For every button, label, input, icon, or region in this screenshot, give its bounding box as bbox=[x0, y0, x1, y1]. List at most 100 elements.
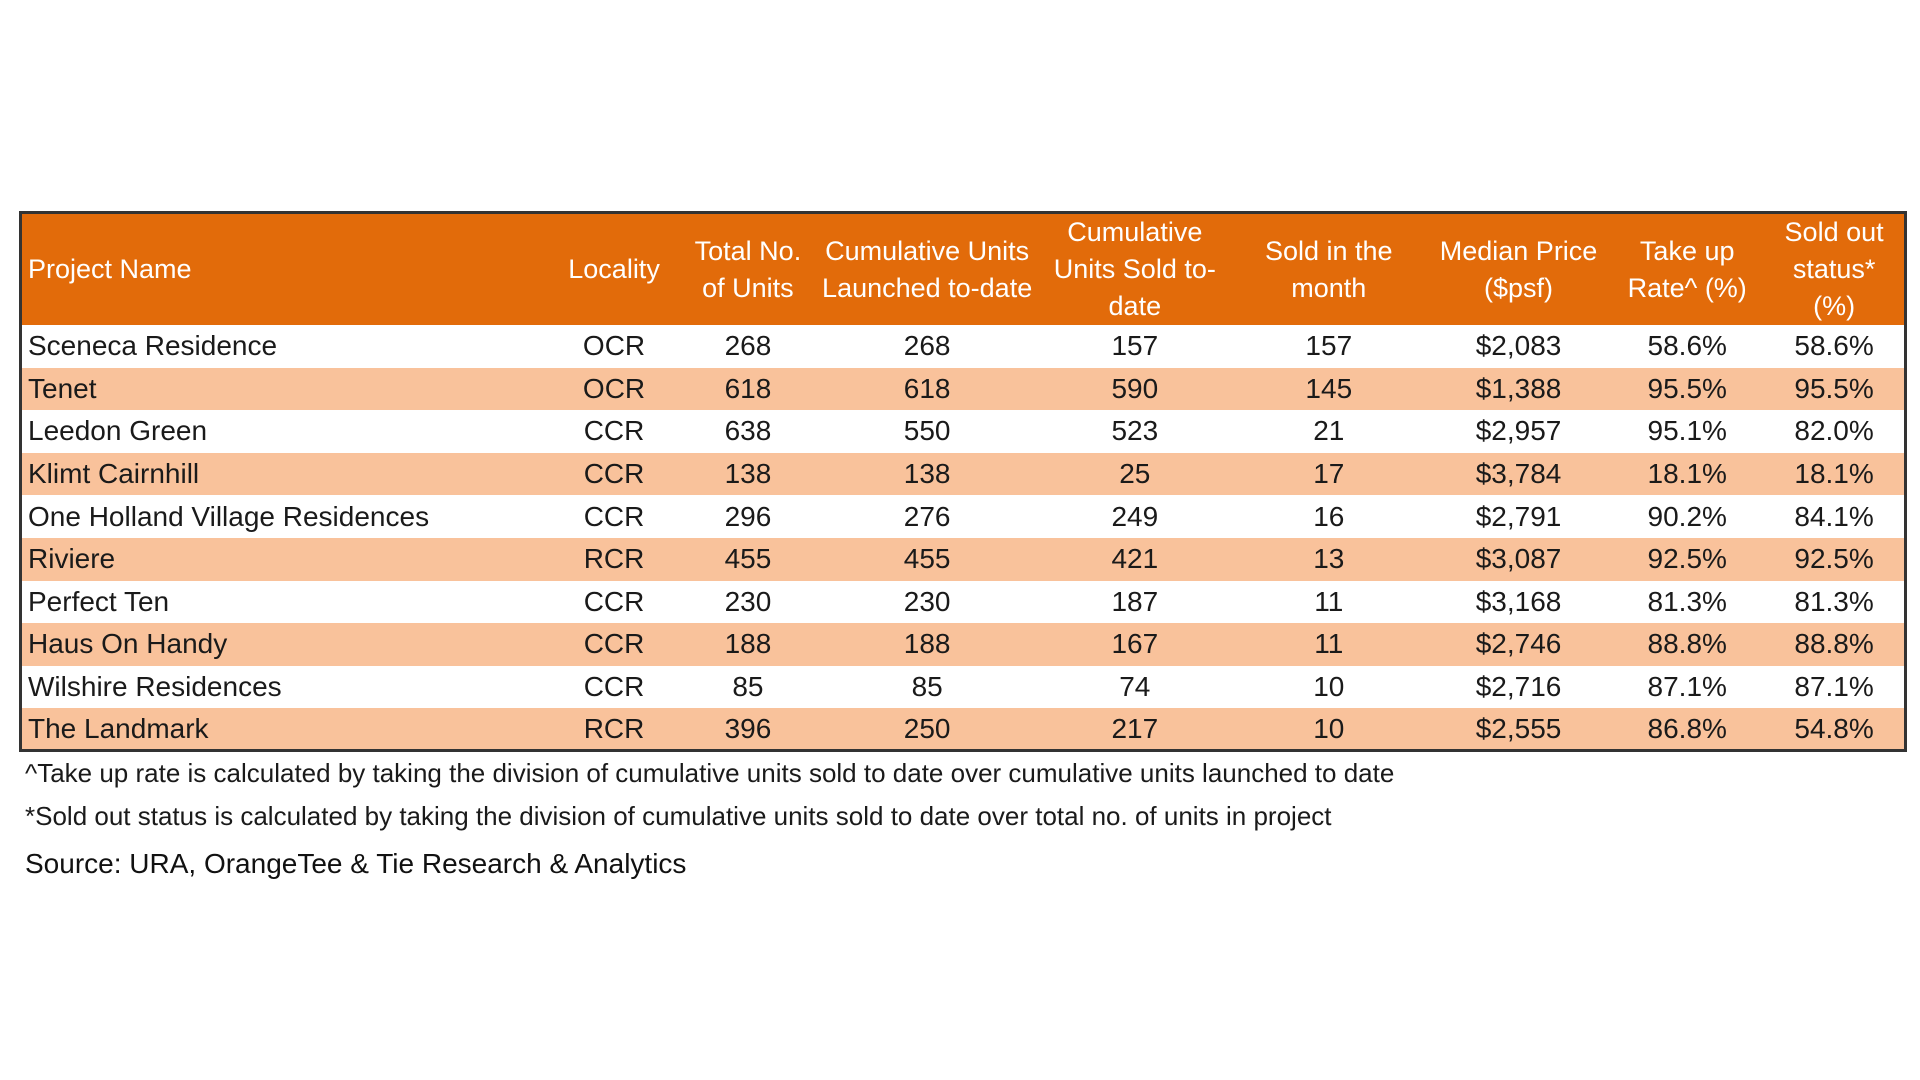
sold-out-status-cell: 58.6% bbox=[1794, 330, 1874, 362]
project-name-cell: The Landmark bbox=[28, 712, 209, 744]
units-launched-cell: 268 bbox=[903, 330, 951, 362]
median-price-cell: $2,957 bbox=[1475, 415, 1562, 447]
sold-out-status-cell: 84.1% bbox=[1794, 500, 1874, 532]
project-name-cell: One Holland Village Residences bbox=[28, 500, 430, 532]
median-price-cell: $3,168 bbox=[1475, 585, 1562, 617]
total-units-cell: 455 bbox=[724, 543, 772, 575]
locality-cell: OCR bbox=[582, 372, 646, 404]
take-up-rate-cell: 87.1% bbox=[1647, 671, 1727, 703]
median-price-cell: $2,746 bbox=[1475, 628, 1562, 660]
table-row: Perfect Ten CCR 230 230 187 11 $3,168 81.3% 81.3… bbox=[20, 580, 1906, 624]
sold-out-status-cell: 54.8% bbox=[1794, 712, 1874, 744]
median-price-cell: $2,791 bbox=[1475, 500, 1562, 532]
take-up-rate-cell: 95.1% bbox=[1647, 415, 1727, 447]
median-price-cell: $2,716 bbox=[1475, 671, 1562, 703]
locality-cell: CCR bbox=[583, 585, 645, 617]
locality-cell: CCR bbox=[583, 628, 645, 660]
units-sold-cell: 167 bbox=[1111, 628, 1159, 660]
header-sold-in-month: Sold in the month bbox=[1264, 235, 1393, 303]
table-row: Wilshire Residences CCR 85 85 74 10 $2,716 87.1… bbox=[20, 665, 1906, 709]
project-name-cell: Tenet bbox=[28, 372, 97, 404]
table-row: Sceneca Residence OCR 268 268 157 157 $2,083 58… bbox=[20, 325, 1906, 368]
locality-cell: RCR bbox=[583, 712, 645, 744]
table-row: One Holland Village Residences CCR 296 276 2… bbox=[20, 495, 1906, 538]
project-name-cell: Leedon Green bbox=[28, 415, 208, 447]
units-launched-cell: 250 bbox=[903, 712, 951, 744]
header-locality: Locality bbox=[568, 254, 660, 284]
units-sold-cell: 74 bbox=[1119, 671, 1151, 703]
median-price-cell: $3,087 bbox=[1475, 543, 1562, 575]
table-row: The Landmark RCR 396 250 217 10 $2,555 86.8% 54.… bbox=[20, 708, 1906, 751]
units-sold-cell: 421 bbox=[1111, 543, 1159, 575]
header-units-sold: Cumulative Units Sold to-date bbox=[1053, 217, 1216, 321]
sold-out-status-cell: 92.5% bbox=[1794, 543, 1874, 575]
sold-out-status-cell: 88.8% bbox=[1794, 628, 1874, 660]
table-row: Haus On Handy CCR 188 188 167 11 $2,746 88.8% 88… bbox=[20, 623, 1906, 666]
units-launched-cell: 230 bbox=[903, 585, 951, 617]
locality-cell: CCR bbox=[583, 671, 645, 703]
header-median-price: Median Price ($psf) bbox=[1439, 235, 1598, 303]
total-units-cell: 188 bbox=[724, 628, 772, 660]
table-row: Klimt Cairnhill CCR 138 138 25 17 $3,784 18.1% 1… bbox=[20, 452, 1906, 496]
sold-in-month-cell: 21 bbox=[1313, 415, 1345, 447]
locality-cell: CCR bbox=[583, 458, 645, 490]
take-up-rate-cell: 86.8% bbox=[1647, 712, 1727, 744]
units-sold-cell: 25 bbox=[1119, 458, 1151, 490]
table-row: Riviere RCR 455 455 421 13 $3,087 92.5% 92.5% bbox=[20, 537, 1906, 581]
total-units-cell: 85 bbox=[732, 671, 764, 703]
units-launched-cell: 138 bbox=[903, 458, 951, 490]
units-launched-cell: 188 bbox=[903, 628, 951, 660]
take-up-rate-cell: 90.2% bbox=[1647, 500, 1727, 532]
header-units-launched: Cumulative Units Launched to-date bbox=[822, 235, 1033, 303]
sold-in-month-cell: 10 bbox=[1313, 671, 1345, 703]
table-body: Sceneca Residence OCR 268 268 157 157 $2,083 58… bbox=[20, 325, 1906, 751]
table-row: Leedon Green CCR 638 550 523 21 $2,957 95.1% 82.… bbox=[20, 410, 1906, 453]
units-sold-cell: 187 bbox=[1111, 585, 1159, 617]
units-launched-cell: 276 bbox=[903, 500, 951, 532]
units-sold-cell: 157 bbox=[1111, 330, 1159, 362]
total-units-cell: 396 bbox=[724, 712, 772, 744]
sold-in-month-cell: 157 bbox=[1305, 330, 1353, 362]
sold-in-month-cell: 13 bbox=[1313, 543, 1345, 575]
total-units-cell: 138 bbox=[724, 458, 772, 490]
units-launched-cell: 550 bbox=[903, 415, 951, 447]
project-name-cell: Perfect Ten bbox=[28, 585, 170, 617]
sold-in-month-cell: 10 bbox=[1313, 712, 1345, 744]
take-up-rate-cell: 88.8% bbox=[1647, 628, 1727, 660]
total-units-cell: 638 bbox=[724, 415, 772, 447]
project-name-cell: Klimt Cairnhill bbox=[28, 458, 200, 490]
sold-out-status-note: *Sold out status is calculated by taking… bbox=[25, 801, 1332, 832]
sold-out-status-cell: 18.1% bbox=[1794, 458, 1874, 490]
project-name-cell: Sceneca Residence bbox=[28, 330, 278, 362]
units-sold-cell: 523 bbox=[1111, 415, 1159, 447]
sold-out-status-cell: 95.5% bbox=[1794, 372, 1874, 404]
units-sold-cell: 217 bbox=[1111, 712, 1159, 744]
locality-cell: OCR bbox=[582, 330, 646, 362]
project-name-cell: Haus On Handy bbox=[28, 628, 228, 660]
table-container: Project Name Locality Total No. of Units… bbox=[19, 211, 1907, 880]
sold-in-month-cell: 145 bbox=[1305, 372, 1353, 404]
total-units-cell: 296 bbox=[724, 500, 772, 532]
take-up-rate-cell: 58.6% bbox=[1647, 330, 1727, 362]
sold-out-status-cell: 87.1% bbox=[1794, 671, 1874, 703]
take-up-rate-cell: 18.1% bbox=[1647, 458, 1727, 490]
header-take-up-rate: Take up Rate^ (%) bbox=[1627, 235, 1747, 303]
units-launched-cell: 455 bbox=[903, 543, 951, 575]
locality-cell: CCR bbox=[583, 415, 645, 447]
sold-out-status-cell: 81.3% bbox=[1794, 585, 1874, 617]
table-header-row: Project Name Locality Total No. of Units… bbox=[20, 212, 1906, 325]
header-sold-out-status: Sold out status* (%) bbox=[1784, 217, 1884, 321]
header-total-units: Total No. of Units bbox=[694, 235, 802, 303]
units-launched-cell: 618 bbox=[903, 372, 951, 404]
units-sold-cell: 590 bbox=[1111, 372, 1159, 404]
take-up-rate-cell: 95.5% bbox=[1647, 372, 1727, 404]
take-up-rate-cell: 81.3% bbox=[1647, 585, 1727, 617]
median-price-cell: $1,388 bbox=[1475, 372, 1562, 404]
project-name-cell: Wilshire Residences bbox=[28, 671, 282, 703]
median-price-cell: $3,784 bbox=[1475, 458, 1562, 490]
table-row: Tenet OCR 618 618 590 145 $1,388 95.5% 95.5% bbox=[20, 367, 1906, 411]
take-up-rate-note: ^Take up rate is calculated by taking th… bbox=[25, 758, 1395, 789]
sold-in-month-cell: 16 bbox=[1313, 500, 1345, 532]
total-units-cell: 230 bbox=[724, 585, 772, 617]
sold-in-month-cell: 11 bbox=[1314, 628, 1344, 660]
